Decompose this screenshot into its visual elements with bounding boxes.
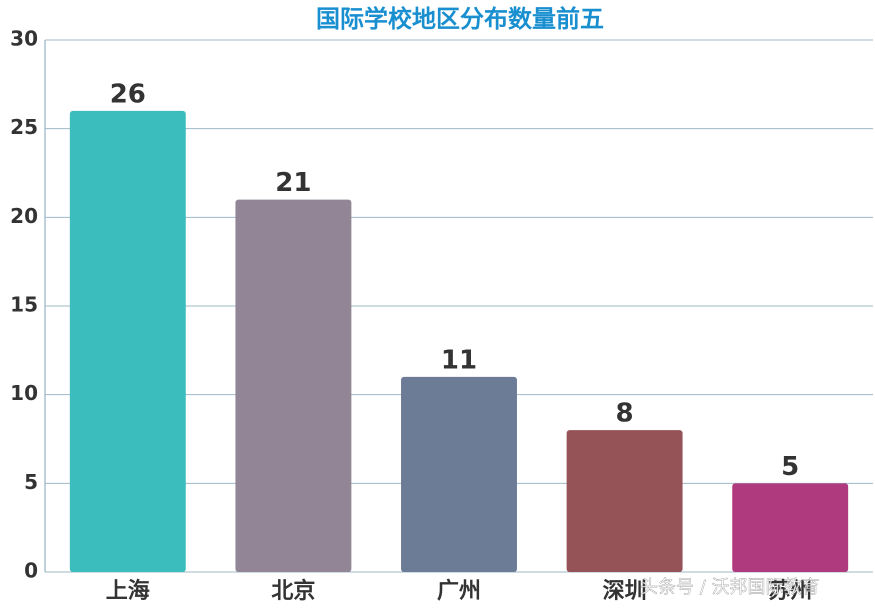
x-tick-label: 深圳 xyxy=(603,579,647,604)
value-label: 21 xyxy=(275,168,311,198)
x-tick-label: 上海 xyxy=(106,578,150,604)
y-tick-label: 30 xyxy=(10,27,38,51)
bar xyxy=(235,199,352,572)
watermark: 头条号 / 沃邦国际教育 xyxy=(640,577,820,598)
bar xyxy=(566,430,683,572)
chart-title: 国际学校地区分布数量前五 xyxy=(316,5,604,33)
y-tick-label: 10 xyxy=(10,381,38,405)
y-tick-label: 15 xyxy=(10,293,38,317)
bar xyxy=(732,483,849,572)
y-tick-label: 20 xyxy=(10,204,38,228)
y-tick-label: 0 xyxy=(24,559,38,583)
bar xyxy=(69,110,186,572)
x-tick-label: 北京 xyxy=(271,578,315,604)
bar xyxy=(401,376,517,572)
y-tick-label: 5 xyxy=(24,470,38,494)
value-label: 26 xyxy=(110,79,146,109)
y-tick-label: 25 xyxy=(10,115,38,139)
value-label: 8 xyxy=(616,399,634,429)
value-label: 5 xyxy=(781,452,799,482)
x-tick-label: 苏州 xyxy=(768,578,812,604)
value-label: 11 xyxy=(441,345,477,375)
x-tick-label: 广州 xyxy=(437,578,481,604)
